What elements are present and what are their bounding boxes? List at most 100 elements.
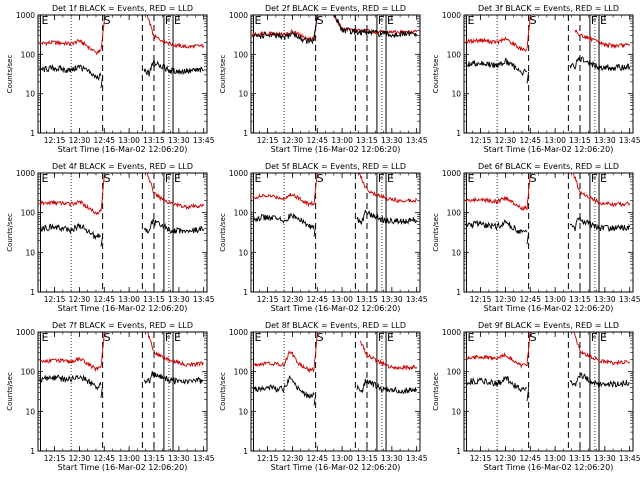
panel-title: Det 2f BLACK = Events, RED = LLD: [265, 4, 406, 13]
x-axis-label: Start Time (16-Mar-02 12:06:20): [484, 463, 614, 472]
events-series-line: [252, 31, 315, 45]
x-tick-label: 13:45: [193, 295, 215, 304]
y-tick-label: 100: [234, 209, 249, 218]
events-series-line: [526, 71, 530, 84]
event-marker-label: E: [254, 14, 261, 27]
x-tick-label: 12:45: [306, 295, 328, 304]
x-axis-label: Start Time (16-Mar-02 12:06:20): [271, 304, 401, 313]
events-series-line: [39, 374, 102, 391]
plot-frame: [463, 172, 634, 293]
x-axis-label: Start Time (16-Mar-02 12:06:20): [484, 304, 614, 313]
event-marker-label: F: [378, 172, 384, 185]
x-tick-label: 13:00: [331, 136, 353, 145]
y-tick-label: 100: [234, 50, 249, 59]
y-tick-label: 1000: [229, 11, 248, 20]
x-tick-label: 12:30: [282, 454, 304, 463]
x-axis-label: Start Time (16-Mar-02 12:06:20): [58, 463, 188, 472]
x-axis-label: Start Time (16-Mar-02 12:06:20): [271, 145, 401, 154]
event-marker-label: E: [387, 172, 394, 185]
x-tick-label: 12:45: [519, 295, 541, 304]
x-tick-label: 13:30: [381, 136, 403, 145]
events-series-line: [465, 57, 528, 77]
plot-frame: [250, 172, 421, 293]
x-tick-label: 12:15: [470, 136, 492, 145]
y-tick-label: 100: [447, 50, 462, 59]
y-tick-label: 10: [238, 248, 248, 257]
panel-title: Det 4f BLACK = Events, RED = LLD: [52, 162, 193, 171]
event-marker-label: E: [467, 331, 474, 344]
x-tick-label: 13:45: [193, 454, 215, 463]
lld-series-line: [573, 173, 631, 208]
event-marker-label: E: [174, 172, 181, 185]
x-tick-label: 13:15: [569, 295, 591, 304]
y-tick-label: 100: [21, 209, 36, 218]
x-tick-label: 13:30: [381, 295, 403, 304]
x-tick-label: 13:15: [143, 295, 165, 304]
y-tick-label: 10: [451, 407, 461, 416]
event-marker-label: E: [254, 331, 261, 344]
x-tick-label: 13:15: [569, 454, 591, 463]
y-tick-label: 1: [456, 129, 461, 138]
x-tick-label: 12:30: [495, 454, 517, 463]
x-tick-label: 12:30: [282, 136, 304, 145]
x-tick-label: 12:45: [519, 454, 541, 463]
y-axis-label: Counts/sec: [6, 213, 14, 252]
events-series-line: [313, 394, 317, 406]
events-series-line: [39, 222, 101, 240]
event-marker-label: E: [600, 172, 607, 185]
x-tick-label: 13:00: [544, 136, 566, 145]
lld-series-line: [100, 332, 105, 367]
event-marker-label: S: [104, 172, 111, 185]
lld-series-line: [465, 36, 528, 52]
x-axis-label: Start Time (16-Mar-02 12:06:20): [484, 145, 614, 154]
x-tick-label: 12:15: [257, 136, 279, 145]
y-tick-label: 1000: [16, 169, 35, 178]
panel-det-5: Det 5f BLACK = Events, RED = LLD Counts/s…: [219, 162, 428, 313]
lld-series-line: [39, 39, 102, 56]
y-tick-label: 10: [451, 248, 461, 257]
event-marker-label: F: [165, 14, 171, 27]
x-tick-label: 13:45: [406, 295, 428, 304]
lld-series-line: [526, 15, 531, 49]
y-tick-label: 1: [30, 129, 35, 138]
y-tick-label: 10: [25, 407, 35, 416]
event-marker-label: F: [591, 14, 597, 27]
events-series-line: [569, 216, 631, 232]
events-series-line: [252, 212, 315, 231]
x-tick-label: 13:15: [356, 454, 378, 463]
y-tick-label: 1000: [442, 328, 461, 337]
y-tick-label: 100: [21, 50, 36, 59]
y-axis-label: Counts/sec: [432, 372, 440, 411]
plot-frame: [37, 172, 208, 293]
y-tick-label: 10: [238, 407, 248, 416]
y-axis-label: Counts/sec: [432, 55, 440, 94]
event-marker-label: S: [104, 331, 111, 344]
events-series-line: [526, 388, 530, 402]
x-tick-label: 12:15: [44, 454, 66, 463]
event-marker-label: E: [600, 331, 607, 344]
y-tick-label: 1: [243, 447, 248, 456]
x-tick-label: 13:30: [168, 136, 190, 145]
plot-frame: [37, 331, 208, 452]
events-series-line: [313, 15, 318, 41]
x-tick-label: 13:30: [594, 295, 616, 304]
panel-det-3: Det 3f BLACK = Events, RED = LLD Counts/s…: [432, 4, 640, 154]
lld-series-line: [147, 332, 204, 368]
x-tick-label: 13:30: [168, 454, 190, 463]
plot-frame: [463, 14, 634, 134]
lld-series-line: [526, 332, 531, 367]
x-tick-label: 13:00: [118, 454, 140, 463]
x-tick-label: 13:45: [406, 454, 428, 463]
event-marker-label: S: [317, 172, 324, 185]
y-tick-label: 1: [243, 129, 248, 138]
panel-title: Det 8f BLACK = Events, RED = LLD: [265, 321, 406, 330]
lld-series-line: [573, 332, 631, 366]
event-marker-label: S: [317, 331, 324, 344]
x-tick-label: 13:45: [619, 454, 640, 463]
panel-title: Det 9f BLACK = Events, RED = LLD: [478, 321, 619, 330]
x-tick-label: 12:15: [257, 295, 279, 304]
lld-series-line: [359, 340, 418, 371]
x-tick-label: 12:15: [470, 454, 492, 463]
panel-title: Det 7f BLACK = Events, RED = LLD: [52, 321, 193, 330]
events-series-line: [39, 64, 102, 82]
